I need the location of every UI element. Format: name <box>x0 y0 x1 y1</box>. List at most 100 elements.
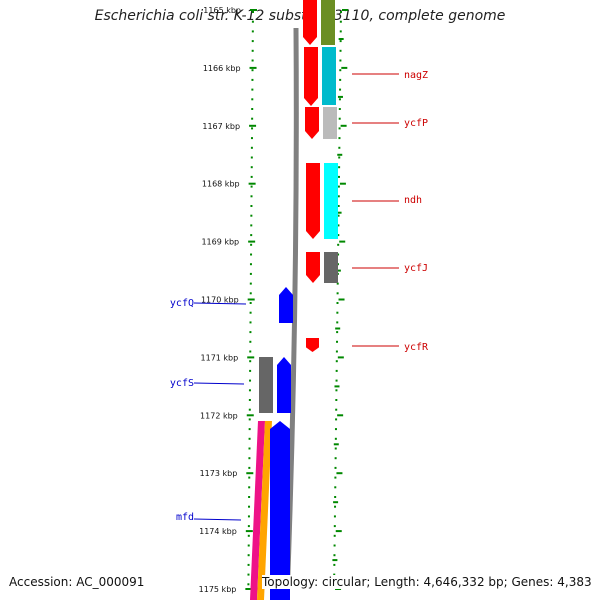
outer-ring-dot <box>249 321 252 324</box>
major-tick <box>246 414 254 417</box>
outer-ring-dot <box>249 292 252 295</box>
inner-ring-dot <box>334 437 337 440</box>
inner-ring-dot <box>333 534 336 537</box>
major-tick <box>249 66 257 69</box>
inner-ring-dot <box>338 146 341 149</box>
inner-ring-dot <box>336 282 339 285</box>
outer-ring-dot <box>251 98 254 101</box>
cog-band <box>324 252 338 283</box>
gene-label[interactable]: ycfQ <box>170 298 194 309</box>
outer-ring-dot <box>250 195 253 198</box>
gene-label[interactable]: ycfS <box>170 378 194 389</box>
outer-ring-dot <box>250 253 253 256</box>
inner-ring-dot <box>337 243 340 246</box>
outer-ring-dot <box>247 525 250 528</box>
outer-ring-dot <box>250 146 253 149</box>
inner-ring-dot <box>334 428 337 431</box>
outer-ring-dot <box>251 30 254 33</box>
outer-ring-dot <box>249 282 252 285</box>
gene-label[interactable]: ycfJ <box>404 263 428 274</box>
inner-ring-dot <box>334 476 337 479</box>
inner-ring-dot <box>337 195 340 198</box>
outer-ring-dot <box>249 369 252 372</box>
outer-ring-dot <box>251 88 254 91</box>
gene-arrow-forward[interactable] <box>305 107 319 139</box>
inner-minor-tick <box>337 153 343 156</box>
cog-band <box>324 163 338 239</box>
gene-label-leader <box>193 302 247 305</box>
tick-label: 1173 kbp <box>200 469 238 478</box>
inner-ring-dot <box>337 205 340 207</box>
inner-minor-tick <box>336 211 342 214</box>
inner-ring-dot <box>335 369 338 372</box>
gene-arrow-forward[interactable] <box>303 0 317 45</box>
inner-ring-dot <box>336 340 339 343</box>
inner-ring-dot <box>338 117 341 120</box>
accession-label: Accession: AC_000091 <box>9 575 145 589</box>
inner-ring-dot <box>333 525 336 528</box>
outer-ring-dot <box>251 78 254 81</box>
topology-label: Topology: circular; Length: 4,646,332 bp… <box>262 575 592 589</box>
gene-arrow-reverse[interactable] <box>277 357 291 413</box>
gene-arrow-reverse[interactable] <box>270 421 290 600</box>
outer-ring-dot <box>250 224 253 227</box>
gene-arrow-forward[interactable] <box>306 163 320 239</box>
inner-ring-dot <box>335 360 338 363</box>
inner-ring-dot <box>335 379 338 382</box>
outer-ring-dot <box>251 49 254 52</box>
inner-ring-dot <box>333 515 336 518</box>
inner-ring-dot <box>335 418 338 421</box>
cog-band <box>259 357 273 413</box>
inner-minor-tick <box>332 559 338 562</box>
inner-ring-dot <box>334 466 337 469</box>
inner-ring-dot <box>339 78 342 81</box>
tick-label: 1171 kbp <box>201 353 239 362</box>
inner-ring-dot <box>338 137 341 140</box>
gene-label[interactable]: mfd <box>176 512 194 523</box>
inner-ring-dot <box>339 69 342 72</box>
inner-ring-dot <box>335 350 338 353</box>
gene-label[interactable]: ycfR <box>404 342 429 353</box>
inner-ring-dot <box>339 40 342 43</box>
cog-band-track <box>250 0 338 600</box>
inner-ring-dot <box>338 156 341 159</box>
outer-ring-dot <box>250 166 253 169</box>
gene-label-leader <box>193 518 242 521</box>
inner-major-tick <box>335 588 342 590</box>
outer-ring-dot <box>248 457 251 460</box>
inner-major-tick <box>340 124 347 127</box>
inner-ring-dot <box>338 166 341 169</box>
inner-ring-dot <box>335 399 338 401</box>
major-tick <box>248 182 256 185</box>
gene-arrow-reverse[interactable] <box>279 287 293 323</box>
outer-ring-dot <box>249 360 252 363</box>
gene-arrow-forward[interactable] <box>304 47 318 106</box>
gene-arrow-forward[interactable] <box>306 338 319 352</box>
inner-minor-tick <box>333 501 339 504</box>
gene-label[interactable]: ndh <box>404 195 422 206</box>
inner-major-tick <box>336 472 343 475</box>
outer-ring-dot <box>248 437 251 440</box>
outer-ring-dot <box>248 486 251 489</box>
tick-label: 1172 kbp <box>200 411 238 420</box>
outer-ring-dot <box>247 544 250 547</box>
gene-arrow-forward[interactable] <box>306 252 320 283</box>
outer-ring-dot <box>248 418 251 421</box>
inner-ring-dot <box>334 505 337 508</box>
inner-ring-dot <box>339 20 342 23</box>
outer-ring-dot <box>248 389 251 392</box>
outer-ring-dot <box>249 350 252 353</box>
inner-major-tick <box>337 356 344 359</box>
gene-label[interactable]: ycfP <box>404 118 428 129</box>
gene-label[interactable]: nagZ <box>404 70 428 81</box>
outer-ring-dot <box>249 379 252 382</box>
outer-ring-dot <box>247 515 250 518</box>
outer-ring-dot <box>248 466 251 469</box>
outer-ring-dot <box>248 447 251 450</box>
inner-major-tick <box>338 298 345 301</box>
outer-tick-ring: 1165 kbp 1166 kbp 1167 kbp 1168 kbp 1169 kbp… <box>199 6 257 594</box>
outer-ring-dot <box>247 563 250 566</box>
inner-ring-dot <box>337 214 340 217</box>
inner-ring-dot <box>333 573 336 576</box>
